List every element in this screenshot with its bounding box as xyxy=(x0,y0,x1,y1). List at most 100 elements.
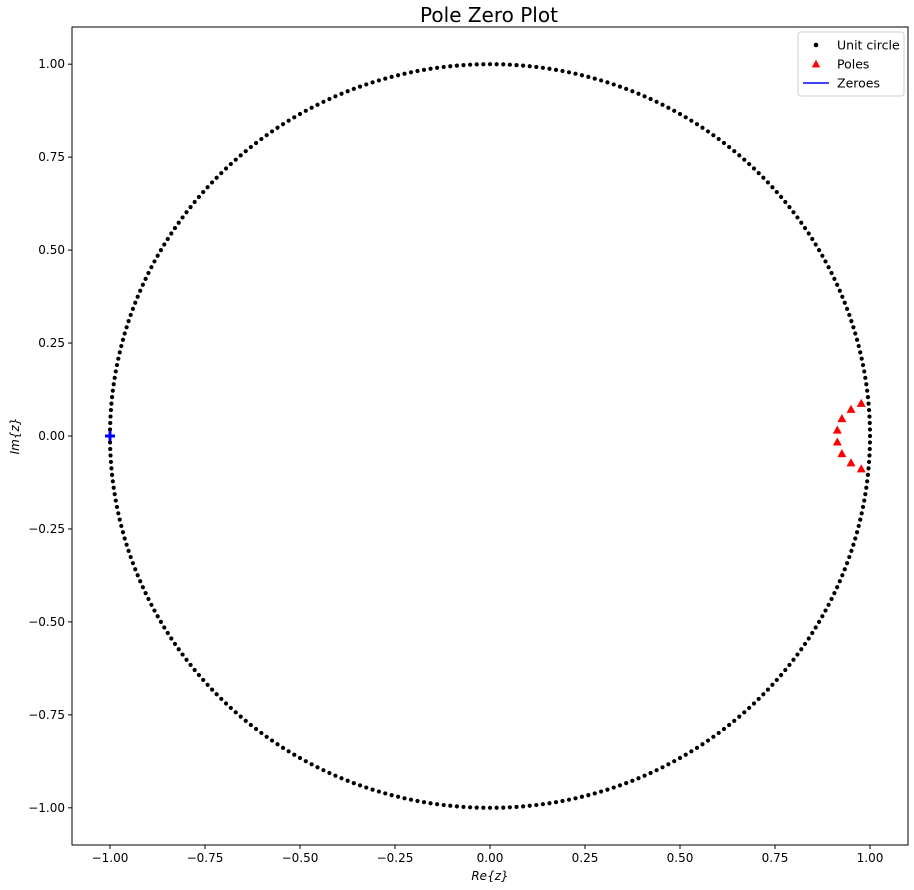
unit-circle-point xyxy=(778,194,784,200)
unit-circle-point xyxy=(117,350,122,355)
y-axis-label: Im{z} xyxy=(8,418,22,455)
unit-circle-point xyxy=(837,288,842,293)
unit-circle-point xyxy=(130,306,136,311)
unit-circle-point xyxy=(389,74,394,79)
unit-circle-point xyxy=(761,692,766,697)
unit-circle-point xyxy=(853,331,858,336)
unit-circle-point xyxy=(364,785,369,790)
x-tick-label: 1.00 xyxy=(857,851,884,865)
unit-circle-point xyxy=(765,687,771,692)
unit-circle-point xyxy=(689,118,694,123)
unit-circle-point xyxy=(223,166,229,171)
unit-circle-point xyxy=(844,561,850,566)
unit-circle-point xyxy=(751,701,757,706)
unit-circle-point xyxy=(303,759,308,764)
unit-circle-point xyxy=(624,86,629,91)
unit-circle-point xyxy=(840,294,845,299)
unit-circle-point xyxy=(243,718,248,723)
unit-circle-point xyxy=(107,440,113,445)
unit-circle-point xyxy=(867,446,872,452)
unit-circle-point xyxy=(501,62,506,67)
unit-circle-point xyxy=(243,149,248,154)
pole-marker xyxy=(846,404,856,413)
unit-circle-point xyxy=(832,591,837,596)
y-tick-label: 1.00 xyxy=(38,57,65,71)
unit-circle-point xyxy=(611,785,616,790)
unit-circle-point xyxy=(778,672,784,678)
unit-circle-point xyxy=(339,776,344,781)
unit-circle-point xyxy=(579,73,585,78)
legend-label: Poles xyxy=(837,57,869,72)
unit-circle-point xyxy=(816,619,822,625)
unit-circle-point xyxy=(829,270,834,276)
unit-circle-point xyxy=(292,752,297,757)
unit-circle-point xyxy=(188,204,193,210)
unit-circle-point xyxy=(534,802,539,808)
unit-circle-point xyxy=(133,567,138,572)
unit-circle-point xyxy=(732,149,737,154)
unit-circle-point xyxy=(823,259,828,264)
x-tick-label: −1.00 xyxy=(92,851,129,865)
unit-circle-point xyxy=(863,375,868,380)
unit-circle-point xyxy=(859,356,864,361)
unit-circle-point xyxy=(219,696,224,702)
unit-circle-point xyxy=(666,105,671,110)
unit-circle-point xyxy=(233,157,238,162)
unit-circle-point xyxy=(408,797,414,802)
x-tick-label: −0.50 xyxy=(282,851,319,865)
unit-circle-point xyxy=(192,199,197,205)
unit-circle-point xyxy=(321,99,326,104)
unit-circle-point xyxy=(474,805,479,810)
unit-circle-point xyxy=(364,82,369,87)
unit-circle-point xyxy=(133,300,138,305)
unit-circle-point xyxy=(799,647,804,652)
unit-circle-point xyxy=(835,282,840,287)
unit-circle-point xyxy=(865,388,870,393)
unit-circle-point xyxy=(858,517,863,522)
unit-circle-point xyxy=(494,805,499,810)
unit-circle-point xyxy=(566,70,572,75)
unit-circle-point xyxy=(128,554,133,560)
unit-circle-point xyxy=(333,94,338,99)
unit-circle-point xyxy=(611,82,616,87)
unit-circle-point xyxy=(654,99,659,104)
y-tick-label: −0.25 xyxy=(28,522,65,536)
unit-circle-point xyxy=(130,561,136,566)
unit-circle-point xyxy=(184,210,189,215)
unit-circle-point xyxy=(617,84,623,89)
plot-marks xyxy=(105,62,873,810)
unit-circle-point xyxy=(820,614,825,619)
x-axis-label: Re{z} xyxy=(471,869,508,883)
unit-circle-point xyxy=(859,511,864,516)
unit-circle-point xyxy=(162,625,167,630)
unit-circle-point xyxy=(165,630,170,636)
unit-circle-point xyxy=(605,80,610,85)
unit-circle-point xyxy=(795,652,800,657)
unit-circle-point xyxy=(124,542,129,547)
unit-circle-point xyxy=(264,133,269,138)
unit-circle-point xyxy=(180,215,185,220)
unit-circle-point xyxy=(636,776,641,781)
y-tick-label: −0.75 xyxy=(28,708,65,722)
unit-circle-point xyxy=(599,78,604,83)
unit-circle-point xyxy=(826,602,831,607)
pole-marker xyxy=(856,398,866,407)
unit-circle-point xyxy=(737,153,742,158)
unit-circle-point xyxy=(188,662,193,668)
unit-circle-point xyxy=(383,76,388,81)
unit-circle-point xyxy=(630,778,635,783)
unit-circle-point xyxy=(799,220,804,225)
unit-circle-point xyxy=(586,793,591,798)
unit-circle-point xyxy=(847,312,852,318)
unit-circle-point xyxy=(858,350,863,355)
unit-circle-point xyxy=(184,657,189,662)
chart-title: Pole Zero Plot xyxy=(420,3,558,27)
pole-marker xyxy=(832,425,842,434)
unit-circle-point xyxy=(527,803,532,808)
unit-circle-point xyxy=(683,115,688,120)
unit-circle-point xyxy=(126,548,131,553)
unit-circle-point xyxy=(158,247,164,253)
y-tick-label: 0.00 xyxy=(38,429,65,443)
unit-circle-point xyxy=(599,789,604,794)
unit-circle-point xyxy=(770,185,775,190)
